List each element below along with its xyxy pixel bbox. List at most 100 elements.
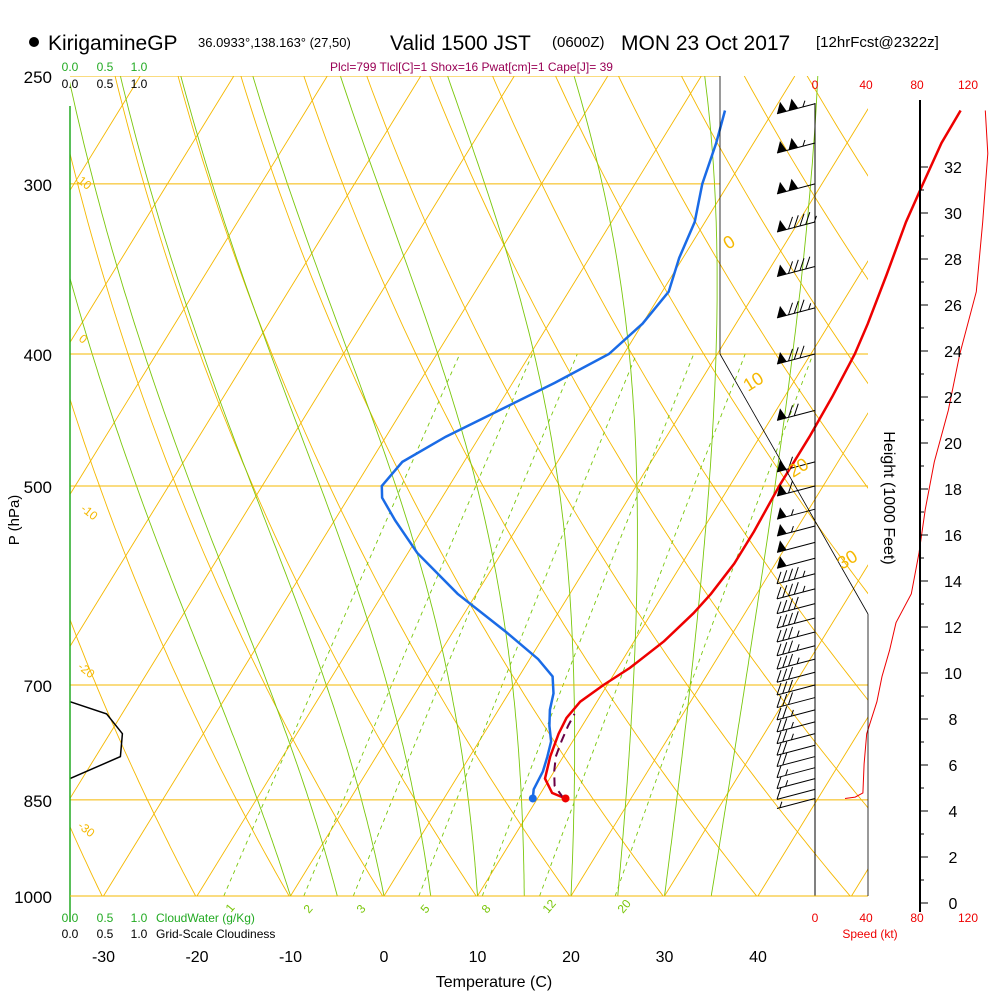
wind-barb-flag (799, 213, 805, 226)
wind-barb-flag (802, 585, 806, 593)
wind-barb-flag (793, 596, 799, 610)
isotherm-line (70, 76, 235, 344)
height-tick-label: 8 (949, 712, 958, 729)
dry-adiabat-line (492, 76, 868, 701)
wind-barb-pennant (788, 137, 799, 150)
wind-barb-flag (805, 212, 811, 225)
dry-adiabat-line (617, 76, 868, 489)
wind-barb-flag (782, 585, 788, 598)
moist-adiabat-line (180, 76, 432, 896)
wind-barb-flag (788, 568, 793, 581)
height-tick-label: 26 (944, 298, 962, 315)
panel-edge (719, 353, 869, 615)
chart-title: KirigamineGP 36.0933°,138.163° (27,50) V… (29, 32, 939, 55)
wind-barb-flag (788, 679, 793, 693)
wind-barb (776, 718, 816, 733)
wind-barb-flag (776, 743, 782, 756)
wind-barb-flag (790, 721, 794, 729)
dewpoint-line (380, 110, 727, 799)
cloudiness-scale-label: 0.5 (97, 77, 114, 91)
wind-barb-flag (790, 509, 794, 516)
cloudiness-scale-label: 0.5 (97, 927, 114, 941)
speed-tick-label: 120 (958, 78, 978, 92)
dry-adiabat-line (680, 76, 868, 385)
wind-barb-flag (776, 571, 782, 584)
wind-barb-flag (802, 139, 806, 147)
wind-barb-staff (776, 797, 816, 809)
mixing-ratio-label: 20 (615, 896, 635, 915)
height-tick-label: 10 (944, 666, 962, 683)
wind-barb-flag (799, 258, 805, 271)
wind-barb (776, 787, 816, 800)
wind-barb-flag (776, 765, 782, 778)
wind-barb-flag (788, 626, 793, 640)
cloudiness-scale-label: 1.0 (131, 927, 148, 941)
dry-adiabat-line (0, 71, 9, 896)
wind-barb (776, 582, 816, 600)
moist-adiabat-line (70, 81, 338, 896)
pressure-tick-label: 250 (24, 68, 52, 87)
wind-barb-staff (776, 778, 816, 790)
cloudiness-scale-label: 0.0 (62, 927, 79, 941)
wind-barb (776, 540, 816, 553)
moist-adiabat-line (447, 76, 576, 896)
wind-barb-flag (796, 644, 800, 651)
station-coords: 36.0933°,138.163° (27,50) (198, 35, 351, 50)
height-tick-label: 0 (949, 896, 958, 913)
wind-barb-flag (776, 629, 782, 643)
background-grid (0, 71, 1000, 896)
wind-barb-flag (776, 670, 782, 683)
wind-barb-staff (776, 767, 816, 779)
wind-barb-flag (776, 601, 782, 614)
wind-barb (776, 666, 816, 683)
wind-barb (776, 640, 816, 657)
wind-barb-pennant (777, 507, 787, 520)
moist-adiabat-line (70, 276, 291, 896)
wind-barb-flag (788, 261, 793, 274)
wind-barb-flag (782, 718, 788, 731)
dry-adiabat-line (70, 397, 290, 896)
height-tick-label: 28 (944, 252, 962, 269)
height-tick-label: 12 (944, 620, 962, 637)
station-name: KirigamineGP (48, 32, 178, 55)
wind-barb (776, 706, 816, 721)
height-tick-label: 4 (949, 804, 958, 821)
isotherm-line (757, 716, 868, 896)
wind-barb (776, 729, 816, 745)
wind-barb-staff (776, 588, 816, 600)
wind-barb-staff (776, 409, 816, 421)
wind-barb (776, 752, 816, 768)
pressure-tick-label: 850 (24, 792, 52, 811)
cloudiness-label: Grid-Scale Cloudiness (156, 927, 275, 941)
forecast-date: MON 23 Oct 2017 (621, 32, 790, 55)
wind-barb-pennant (788, 98, 799, 111)
cloud-water-label: CloudWater (g/Kg) (156, 911, 255, 925)
speed-tick-label: 40 (859, 911, 873, 925)
wind-barb-staff (776, 266, 816, 277)
wind-barb-flag (799, 345, 805, 358)
wind-barb-staff (776, 221, 816, 233)
wind-barb-flag (802, 570, 806, 577)
dry-adiabat-line (429, 76, 868, 809)
wind-barb (776, 256, 816, 277)
wind-barb-flag (793, 611, 799, 624)
x-tick-label: -10 (279, 949, 302, 966)
wind-barb-flag (793, 582, 799, 595)
wind-barb (776, 299, 816, 319)
wind-barb-pennant (777, 181, 787, 194)
wind-barb-staff (776, 461, 816, 473)
height-tick-label: 22 (944, 390, 962, 407)
wind-barb-pennant (777, 556, 787, 569)
dry-adiabat-label: -30 (75, 818, 98, 840)
wind-barb-staff (776, 697, 816, 709)
x-axis-label: Temperature (C) (436, 974, 552, 991)
mixing-ratio-line (223, 353, 461, 896)
wind-barb-staff (776, 353, 816, 365)
wind-barb-staff (776, 183, 816, 195)
wind-barb-flag (790, 709, 794, 717)
wind-barb-flag (776, 586, 782, 600)
moist-adiabat-line (252, 76, 478, 896)
wind-barb-flag (782, 752, 788, 766)
dry-adiabat-line (930, 71, 1000, 896)
